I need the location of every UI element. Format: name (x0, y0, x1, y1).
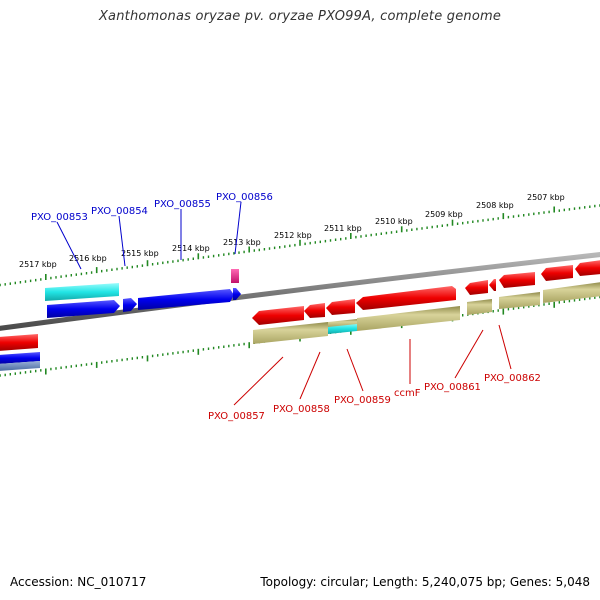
khaki-feature-2[interactable] (328, 319, 357, 327)
gene-PXO_00853[interactable] (47, 300, 120, 318)
khaki-feature-4[interactable] (467, 299, 492, 315)
gene-label-PXO_00862[interactable]: PXO_00862 (484, 373, 541, 384)
gene-PXO_00861b[interactable] (489, 279, 496, 291)
gene-PXO_00856[interactable] (231, 269, 239, 283)
forward-strand-features (0, 269, 241, 371)
gene-PXO_00854[interactable] (123, 298, 137, 312)
reverse-strand-features (252, 260, 600, 344)
gene-PXO_00855-tip[interactable] (233, 288, 241, 300)
gene-PXO_00857[interactable] (252, 306, 304, 325)
tick-label: 2516 kbp (69, 254, 107, 263)
gene-label-PXO_00856[interactable]: PXO_00856 (216, 192, 273, 203)
gene-fragment-left-blue[interactable] (0, 352, 40, 364)
gene-label-ccmF[interactable]: ccmF (394, 388, 421, 399)
reverse-gene-labels: PXO_00857 PXO_00858 PXO_00859 ccmF PXO_0… (208, 373, 541, 422)
khaki-feature-1[interactable] (253, 322, 328, 344)
tick-label: 2508 kbp (476, 201, 514, 210)
genome-backbone (0, 252, 600, 331)
gene-PXO_00858b[interactable] (326, 299, 355, 315)
gene-label-PXO_00859[interactable]: PXO_00859 (334, 395, 391, 406)
tick-label: 2509 kbp (425, 210, 463, 219)
gene-fragment-left[interactable] (0, 334, 38, 351)
tick-labels: 2517 kbp 2516 kbp 2515 kbp 2514 kbp 2513… (19, 193, 565, 269)
gene-label-PXO_00853[interactable]: PXO_00853 (31, 212, 88, 223)
tick-label: 2513 kbp (223, 238, 261, 247)
gene-right-1[interactable] (541, 265, 573, 281)
khaki-feature-6[interactable] (543, 282, 600, 303)
forward-label-leaders (56, 201, 242, 270)
gene-fragment-left-steel[interactable] (0, 361, 40, 371)
tick-label: 2514 kbp (172, 244, 210, 253)
gene-PXO_00858[interactable] (304, 303, 325, 318)
gene-right-2[interactable] (575, 260, 600, 276)
gene-label-PXO_00857[interactable]: PXO_00857 (208, 411, 265, 422)
tick-label: 2507 kbp (527, 193, 565, 202)
outer-tick-ruler (0, 204, 600, 287)
tick-label: 2517 kbp (19, 260, 57, 269)
genome-summary-text: Topology: circular; Length: 5,240,075 bp… (260, 575, 590, 589)
gene-PXO_00861[interactable] (465, 280, 488, 295)
gene-label-PXO_00854[interactable]: PXO_00854 (91, 206, 148, 217)
khaki-feature-3[interactable] (357, 306, 460, 331)
cyan-feature-PXO_00853[interactable] (45, 283, 119, 301)
khaki-feature-5[interactable] (499, 292, 540, 309)
tick-label: 2510 kbp (375, 217, 413, 226)
gene-PXO_00855[interactable] (138, 289, 234, 310)
tick-label: 2515 kbp (121, 249, 159, 258)
gene-label-PXO_00855[interactable]: PXO_00855 (154, 199, 211, 210)
tick-label: 2511 kbp (324, 224, 362, 233)
gene-ccmF[interactable] (356, 286, 456, 310)
gene-PXO_00862[interactable] (499, 272, 535, 288)
forward-gene-labels: PXO_00853 PXO_00854 PXO_00855 PXO_00856 (31, 192, 273, 223)
reverse-label-leaders (233, 324, 512, 406)
gene-label-PXO_00861[interactable]: PXO_00861 (424, 382, 481, 393)
map-title: Xanthomonas oryzae pv. oryzae PXO99A, co… (98, 9, 502, 24)
accession-text: Accession: NC_010717 (10, 575, 147, 589)
gene-label-PXO_00858[interactable]: PXO_00858 (273, 404, 330, 415)
tick-label: 2512 kbp (274, 231, 312, 240)
